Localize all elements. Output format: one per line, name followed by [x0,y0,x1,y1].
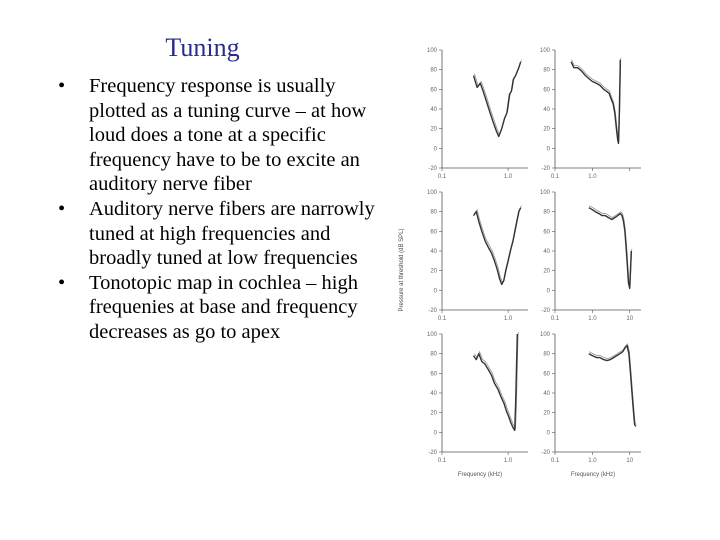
x-tick-label: 1.0 [504,316,513,322]
tuning-curve [570,59,621,145]
tuning-curve-repeat [589,343,637,425]
y-tick-label: 20 [430,269,437,275]
y-tick-label: 40 [430,107,437,113]
tuning-curve [472,207,522,286]
y-tick-label: 60 [430,87,437,93]
x-tick-label: 1.0 [588,316,597,322]
x-tick-label: 0.1 [438,458,447,464]
tuning-curve [588,207,632,290]
y-tick-label: 60 [543,371,550,377]
bullet-glyph: • [58,271,66,294]
y-tick-label: 60 [543,87,550,93]
y-tick-label: 100 [427,190,438,196]
y-tick-label: 40 [543,391,550,397]
y-tick-label: -20 [428,166,437,172]
bullet-glyph: • [58,75,66,97]
y-tick-label: -20 [541,166,550,172]
x-tick-label: 1.0 [504,174,513,180]
y-tick-label: 80 [430,68,437,74]
y-tick-label: 100 [540,48,551,54]
y-tick-label: 20 [430,127,437,133]
y-tick-label: 20 [430,411,437,417]
y-tick-label: 0 [547,288,551,294]
y-tick-label: 100 [427,332,438,338]
tuning-curve-repeat [474,205,522,284]
bullet-list: • Frequency response is usually plotted … [58,74,378,345]
x-tick-label: 1.0 [588,174,597,180]
figure-y-axis-label: Pressure at threshold (dB SPL) [399,228,405,311]
slide-title: Tuning [165,33,240,62]
tuning-curve-repeat [474,59,522,136]
y-tick-label: 100 [540,332,551,338]
y-tick-label: 0 [547,430,551,436]
tuning-curve [472,333,518,432]
y-tick-label: 80 [430,210,437,216]
x-tick-label: 0.1 [438,316,447,322]
bullet-glyph: • [58,197,66,220]
y-tick-label: 80 [430,352,437,358]
y-tick-label: -20 [541,450,550,456]
y-tick-label: 80 [543,68,550,74]
y-tick-label: 0 [547,146,551,152]
y-tick-label: -20 [428,450,437,456]
bullet-text: Auditory nerve fibers are narrowly tuned… [89,197,375,270]
y-tick-label: 20 [543,127,550,133]
y-tick-label: 60 [430,229,437,235]
tuning-panel-2: 100 80 60 40 20 0 -200.1 1.0 [540,48,641,180]
y-tick-label: 20 [543,411,550,417]
bullet-text: Frequency response is usually plotted as… [89,75,367,196]
y-tick-label: 0 [434,288,438,294]
x-tick-label: 0.1 [438,174,447,180]
tuning-curve-repeat [589,205,633,287]
x-tick-label: 0.1 [551,316,560,322]
tuning-curve-repeat [474,331,519,430]
y-tick-label: -20 [428,308,437,314]
y-tick-label: 40 [543,249,550,255]
tuning-curve-repeat [571,57,622,142]
tuning-curves-figure: Pressure at threshold (dB SPL) 100806040… [399,48,641,478]
tuning-panel-3: 100 80 60 40 20 0 -200.1 1.0 [427,190,528,322]
y-tick-label: 60 [430,371,437,377]
x-axis-label: Frequency (kHz) [458,472,502,478]
y-tick-label: 60 [543,229,550,235]
tuning-curve [588,345,637,427]
y-tick-label: 100 [427,48,438,54]
tuning-curve [472,61,522,138]
x-tick-label: 1.0 [504,458,513,464]
x-tick-label: 10 [626,316,633,322]
bullet-item: • Tonotopic map in cochlea – high freque… [58,271,378,345]
tuning-panel-5: 100 80 60 40 20 0 -200.1 1.0 Frequency (kHz) [427,331,528,478]
bullet-text: Tonotopic map in cochlea – high frequeni… [89,271,358,343]
y-tick-label: -20 [541,308,550,314]
x-tick-label: 0.1 [551,458,560,464]
tuning-panel-1: 100 80 60 40 20 0 -200.1 1.0 [427,48,528,180]
bullet-item: • Auditory nerve fibers are narrowly tun… [58,197,378,271]
y-tick-label: 80 [543,352,550,358]
x-axis-label: Frequency (kHz) [571,472,615,478]
y-tick-label: 40 [430,391,437,397]
tuning-panel-4: 100 80 60 40 20 0 -200.1 1.0 10 [540,190,641,322]
y-tick-label: 0 [434,430,438,436]
y-tick-label: 20 [543,269,550,275]
x-tick-label: 1.0 [588,458,597,464]
bullet-item: • Frequency response is usually plotted … [58,74,378,197]
y-tick-label: 80 [543,210,550,216]
y-tick-label: 40 [543,107,550,113]
y-tick-label: 40 [430,249,437,255]
y-tick-label: 100 [540,190,551,196]
x-tick-label: 0.1 [551,174,560,180]
y-tick-label: 0 [434,146,438,152]
tuning-panel-6: 100 80 60 40 20 0 -200.1 1.0 10 Frequency (kHz) [540,332,641,478]
x-tick-label: 10 [626,458,633,464]
